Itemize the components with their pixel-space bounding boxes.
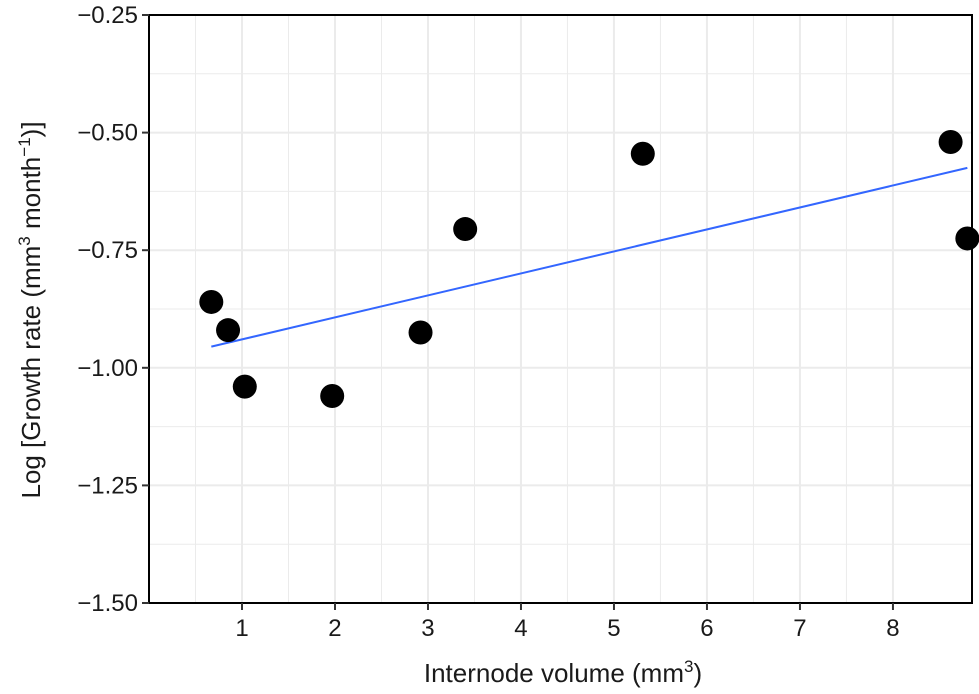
data-point [232,374,257,399]
x-tick-label: 7 [793,615,806,642]
y-tick-label: −0.50 [77,120,138,147]
data-point [453,217,478,242]
x-tick-label: 2 [328,615,341,642]
x-tick-label: 5 [607,615,620,642]
data-point [630,141,655,166]
data-point [216,318,241,343]
x-tick-label: 6 [700,615,713,642]
data-point [199,289,224,314]
y-tick-label: −0.75 [77,237,138,264]
data-point [955,226,979,251]
x-axis: 1 2 3 4 5 6 7 8 [235,603,900,642]
y-tick-label: −0.25 [77,2,138,29]
y-axis: −1.50 −1.25 −1.00 −0.75 −0.50 −0.25 [77,2,149,617]
fit-line-group [211,166,968,348]
data-point [320,384,345,409]
x-tick-label: 8 [886,615,899,642]
data-point [408,320,433,345]
y-tick-label: −1.50 [77,590,138,617]
y-axis-title: Log [Growth rate (mm3 month−1)] [15,121,46,498]
x-tick-label: 4 [514,615,527,642]
grid [149,14,972,604]
x-axis-title: Internode volume (mm3) [424,657,702,688]
plot-frame [148,14,973,604]
regression-line [211,166,968,348]
x-tick-label: 1 [235,615,248,642]
x-tick-label: 3 [421,615,434,642]
y-tick-label: −1.25 [77,472,138,499]
data-point [938,130,963,155]
points-group [199,130,979,409]
y-tick-label: −1.00 [77,355,138,382]
